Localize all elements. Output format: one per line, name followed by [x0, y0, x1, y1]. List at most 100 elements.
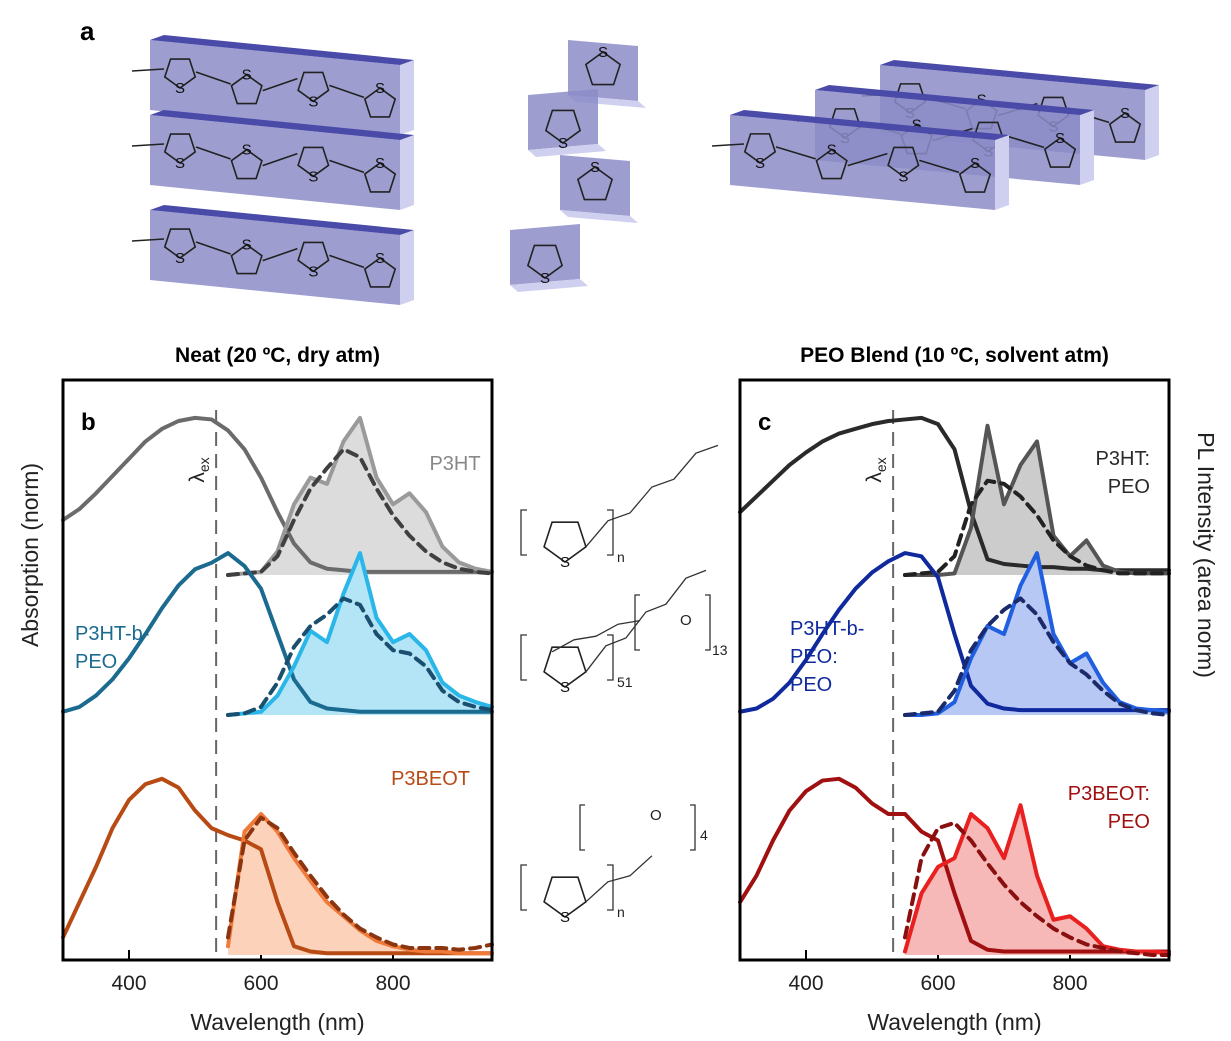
thiophene-ring [163, 133, 197, 164]
slab-side [560, 210, 638, 223]
bond [262, 247, 298, 262]
chart-title: Neat (20 ºC, dry atm) [175, 344, 380, 367]
repeat-subscript: n [617, 549, 625, 565]
side-atom: O [650, 807, 662, 824]
side-subscript: 13 [712, 642, 728, 658]
pl-area [905, 425, 1169, 575]
x-tick-label: 600 [920, 972, 955, 995]
thiophene-ring [543, 876, 587, 918]
bond [262, 77, 298, 92]
slab-top [730, 110, 1009, 140]
side-atom: O [680, 612, 692, 629]
pl-area [228, 814, 492, 955]
thiophene-ring [543, 646, 587, 688]
thiophene-ring [363, 257, 397, 288]
bracket [520, 864, 614, 911]
slab-top [150, 35, 414, 65]
absorption-line [61, 415, 494, 574]
x-tick-label: 600 [243, 972, 278, 995]
pl-line [226, 415, 494, 577]
pl-area [905, 553, 1169, 715]
y-axis-label: PL Intensity (area norm) [1193, 432, 1219, 678]
bond [1004, 134, 1045, 149]
bond [131, 68, 165, 72]
absorption-line [61, 776, 494, 956]
ring-atom: S [898, 168, 908, 185]
thiophene-ring [1043, 137, 1077, 168]
pl-line [226, 551, 494, 717]
ring-atom: S [375, 155, 385, 172]
slab-side [400, 135, 414, 210]
thiophene-ring [297, 241, 330, 273]
slab-face [150, 210, 400, 305]
bond [195, 146, 231, 160]
thiophene-ring [743, 133, 777, 164]
ring-atom: S [242, 237, 252, 254]
excitation-label: λex [863, 457, 889, 482]
ring-atom: S [590, 159, 600, 176]
bond [131, 238, 165, 242]
ring-atom: S [175, 250, 185, 267]
series-name: P3HT-b- [75, 623, 149, 645]
excitation-symbol: λ [863, 472, 886, 483]
pl-line [903, 803, 1171, 956]
ring-atom: S [598, 44, 608, 61]
slab-top [815, 85, 1094, 115]
x-axis-label: Wavelength (nm) [190, 1009, 364, 1035]
thiophene-ring [363, 87, 397, 118]
slab-face [568, 40, 638, 101]
thiophene-ring [163, 58, 197, 89]
ring-atom: S [375, 250, 385, 267]
repeat-subscript: n [617, 904, 625, 920]
bracket [520, 634, 614, 681]
ring-atom: S [175, 155, 185, 172]
bond [711, 143, 745, 147]
bond [262, 152, 298, 167]
slab-face [150, 115, 400, 210]
slab-face [730, 115, 995, 210]
slab-side [995, 135, 1009, 210]
x-axis-label: Wavelength (nm) [867, 1009, 1041, 1035]
thiophene-ring [1108, 112, 1142, 143]
thiophene-ring [526, 244, 564, 279]
series-name: PEO: [790, 646, 838, 668]
thiophene-ring [576, 166, 614, 201]
bracket [634, 594, 711, 651]
thiophene-ring [163, 228, 197, 259]
ring-atom: S [560, 679, 570, 696]
excitation-subscript: ex [196, 457, 212, 472]
bond [775, 146, 816, 160]
absorption-line [738, 551, 1171, 714]
pl-area [228, 417, 492, 575]
pl-dashed-line [903, 820, 1171, 957]
thiophene-ring [584, 51, 622, 86]
bond [131, 143, 165, 147]
pl-dashed-line [226, 447, 494, 577]
alkyl-chain [585, 569, 707, 673]
ring-atom: S [755, 155, 765, 172]
x-tick-label: 800 [375, 972, 410, 995]
bond [919, 159, 960, 174]
ring-atom: S [375, 80, 385, 97]
alkyl-chain [585, 855, 653, 903]
slab-face [528, 89, 598, 150]
panel-label: c [758, 409, 771, 436]
slab-face [560, 155, 630, 216]
absorption-line [61, 551, 494, 714]
ring-atom: S [540, 270, 550, 287]
slab-top [150, 205, 414, 235]
ring-atom: S [970, 155, 980, 172]
thiophene-ring [887, 146, 920, 178]
panel-label: a [80, 16, 95, 46]
alkyl-chain [551, 619, 641, 653]
thiophene-ring [363, 162, 397, 193]
slab-side [1080, 110, 1094, 185]
excitation-symbol: λ [186, 472, 209, 483]
ring-atom: S [912, 117, 922, 134]
excitation-label: λex [186, 457, 212, 482]
bond [195, 71, 231, 85]
ring-atom: S [308, 263, 318, 280]
series-name: P3HT: [1096, 448, 1150, 470]
ring-atom: S [242, 67, 252, 84]
